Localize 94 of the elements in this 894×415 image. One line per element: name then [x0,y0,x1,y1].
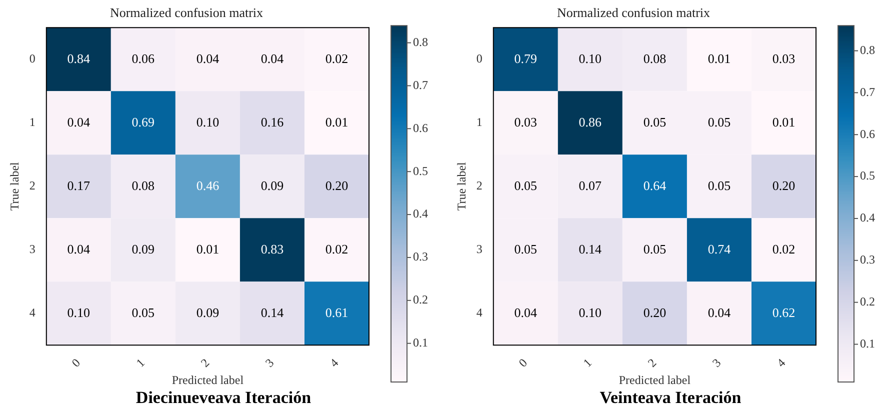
data-label: 0.20 [643,304,666,320]
data-label: 0.04 [260,50,284,66]
x-tick-label: 1 [133,356,148,370]
color-bar-label: 0.6 [413,120,428,135]
data-label: 0.20 [325,178,348,193]
color-bar-label: 0.8 [860,42,875,57]
y-tick-label: 2 [29,178,36,193]
data-label: 0.03 [772,50,796,66]
color-bar-label: 0.4 [413,206,428,221]
x-axis-title: Predicted label [172,372,244,387]
y-axis-title: True label [454,161,468,211]
data-label: 0.10 [196,114,220,130]
x-tick-label: 3 [709,356,724,370]
color-bar-label: 0.7 [860,84,875,99]
data-label: 0.02 [772,241,796,256]
data-label: 0.01 [772,114,796,130]
color-bar-label: 0.2 [413,292,428,307]
data-label: 0.05 [708,178,731,193]
x-axis-title: Predicted label [618,372,692,387]
data-label: 0.05 [643,114,666,130]
x-tick-label: 2 [198,356,212,370]
chart-title: Normalized confusion matrix [110,5,264,20]
data-label: 0.17 [67,178,91,193]
chart-title: Normalized confusion matrix [556,5,711,20]
data-label: 0.01 [325,114,348,130]
data-label: 0.04 [514,304,538,320]
data-label: 0.61 [325,304,348,320]
data-label: 0.16 [260,114,284,130]
data-label: 0.05 [132,304,155,320]
data-label: 0.04 [67,114,91,130]
data-label: 0.02 [325,241,348,256]
data-label: 0.05 [643,241,666,256]
data-label: 0.03 [514,114,538,130]
data-label: 0.02 [325,50,348,66]
y-tick-label: 4 [29,306,36,320]
color-bar-label: 0.2 [860,294,875,308]
data-label: 0.09 [196,304,220,320]
y-tick-label: 3 [476,242,482,256]
y-tick-label: 1 [29,115,36,130]
data-label: 0.05 [514,178,538,193]
text: Veinteava Iteración [600,388,742,408]
color-bar-label: 0.1 [860,336,875,350]
data-label: 0.64 [643,178,667,193]
data-label: 0.04 [196,50,220,66]
x-tick-label: 4 [326,356,342,370]
data-label: 0.06 [132,50,156,66]
x-tick-label: 1 [580,356,595,370]
color-bar-label: 0.6 [860,126,875,141]
x-tick-label: 0 [68,356,84,370]
color-bar-label: 0.5 [860,168,875,183]
color-bar-label: 0.1 [413,336,428,350]
y-axis-title: True label [7,161,22,211]
color-bar-label: 0.4 [860,210,875,225]
data-label: 0.04 [708,304,732,320]
data-label: 0.04 [67,241,91,256]
data-label: 0.84 [67,50,91,66]
data-label: 0.05 [708,114,731,130]
y-tick-label: 1 [476,115,482,130]
data-label: 0.46 [196,178,220,193]
data-label: 0.08 [132,178,155,193]
x-tick-label: 0 [516,356,530,370]
text: Diecinueveava Iteración [136,388,312,408]
y-tick-label: 0 [476,52,482,66]
data-label: 0.01 [196,241,220,256]
x-tick-label: 3 [262,356,277,370]
color-bar-label: 0.3 [860,252,875,267]
data-label: 0.09 [260,178,284,193]
x-tick-label: 4 [774,356,788,370]
color-bar-label: 0.5 [413,164,428,178]
data-label: 0.69 [132,114,155,130]
data-label: 0.10 [578,50,602,66]
data-label: 0.10 [67,304,90,320]
data-label: 0.86 [578,114,602,130]
y-tick-label: 4 [476,306,482,320]
data-label: 0.08 [643,50,666,66]
data-label: 0.09 [132,241,155,256]
color-bar-label: 0.7 [413,78,428,92]
data-label: 0.01 [708,50,731,66]
data-label: 0.14 [578,241,602,256]
y-tick-label: 2 [476,178,482,193]
y-tick-label: 3 [29,242,36,256]
color-bar-label: 0.8 [413,34,428,49]
x-tick-label: 2 [644,356,660,370]
color-bar-label: 0.3 [413,250,428,264]
y-tick-label: 0 [29,52,36,66]
data-label: 0.14 [260,304,284,320]
data-label: 0.05 [514,241,538,256]
data-label: 0.74 [708,241,732,256]
data-label: 0.10 [578,304,602,320]
data-label: 0.62 [772,304,796,320]
data-label: 0.79 [514,50,538,66]
data-label: 0.07 [578,178,602,193]
data-label: 0.20 [772,178,796,193]
data-label: 0.83 [260,241,284,256]
